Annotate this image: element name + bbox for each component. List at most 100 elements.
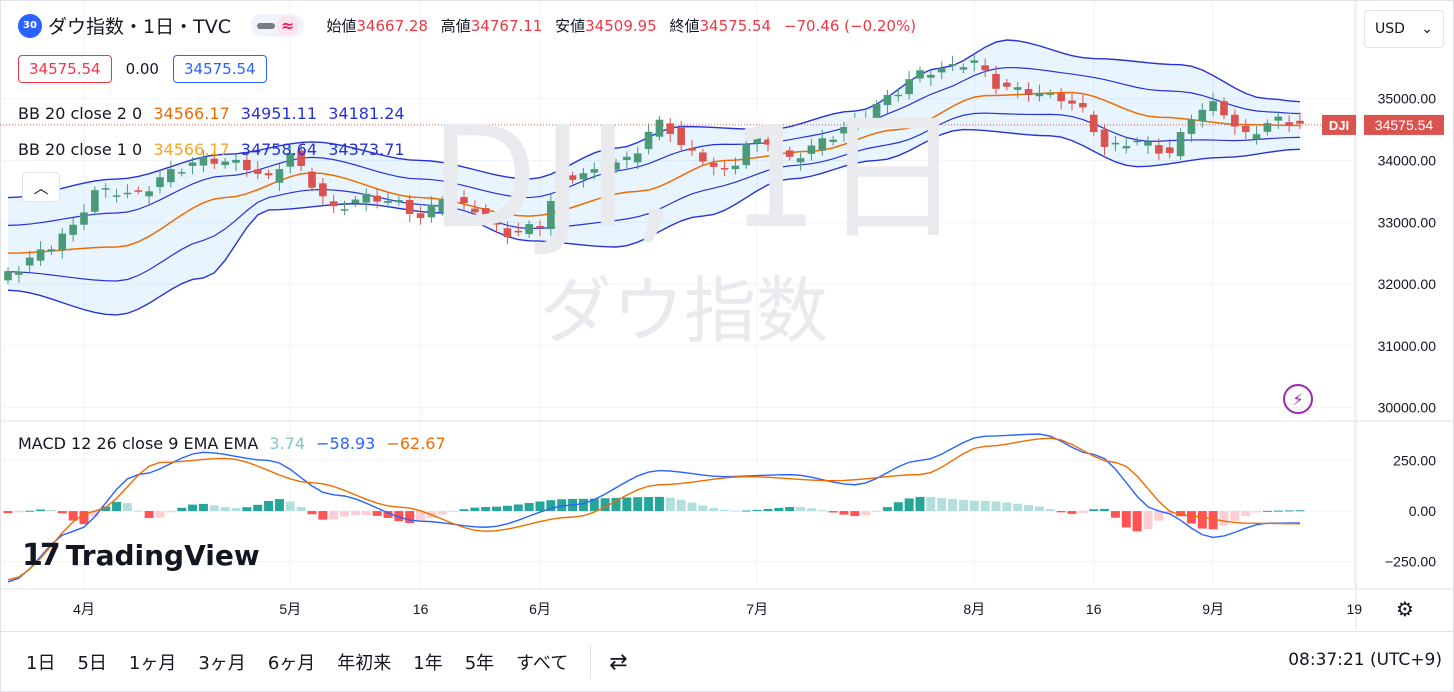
candle-body — [1068, 100, 1076, 104]
macd-hist-bar — [383, 511, 393, 518]
macd-tick-label: −250.00 — [1385, 554, 1436, 570]
macd-hist-bar — [991, 501, 1001, 512]
open-value: 34667.28 — [356, 17, 428, 35]
macd-hist-bar — [372, 511, 382, 516]
currency-select[interactable]: USD ⌄ — [1364, 10, 1444, 48]
candle-body — [742, 144, 751, 166]
macd-hist-bar — [340, 511, 350, 517]
candle-body — [1187, 119, 1196, 134]
range-ytd[interactable]: 年初来 — [337, 653, 392, 674]
candle-body — [959, 67, 968, 70]
candle-body — [688, 148, 696, 151]
macd-hist-bar — [915, 496, 925, 512]
macd-hist-bar — [926, 497, 936, 512]
range-1d[interactable]: 1日 — [26, 653, 56, 674]
change-value: −70.46 (−0.20%) — [783, 17, 917, 35]
macd-hist-bar — [611, 497, 621, 512]
chart-type-toggle[interactable]: ≈ — [250, 14, 305, 37]
bb-legend-1[interactable]: BB 20 close 1 0 34566.17 34758.64 34373.… — [18, 140, 411, 159]
candle-body — [199, 156, 208, 166]
macd-hist-bar — [144, 511, 154, 518]
chart-canvas[interactable]: DJI 34575.54 35000.00 34000.00 33000.00 32000… — [0, 0, 1454, 630]
time-tick-label: 8月 — [963, 601, 985, 617]
macd-hist-bar — [589, 498, 599, 512]
sell-button[interactable]: 34575.54 — [18, 55, 112, 83]
candle-body — [1296, 120, 1304, 124]
candle-body — [916, 70, 924, 79]
candle-body — [883, 94, 892, 106]
candle-body — [861, 119, 870, 122]
candle-body — [134, 190, 143, 192]
bb-legend-2[interactable]: BB 20 close 2 0 34566.17 34951.11 34181.… — [18, 104, 411, 123]
range-5d[interactable]: 5日 — [77, 653, 107, 674]
macd-hist-bar — [763, 508, 773, 512]
macd-hist-bar — [177, 507, 187, 512]
bb-lower-line — [7, 128, 1301, 316]
goto-date-icon[interactable]: ⇄ — [609, 649, 628, 675]
tradingview-logo[interactable]: 17 TradingView — [22, 538, 260, 573]
macd-hist-bar — [307, 511, 317, 515]
macd-hist-bar — [730, 510, 740, 512]
candle-body — [514, 230, 523, 233]
range-all[interactable]: すべて — [516, 653, 569, 674]
candle-body — [970, 60, 979, 63]
candle-body — [275, 169, 284, 183]
macd-hist-bar — [133, 510, 143, 512]
gear-icon[interactable]: ⚙ — [1396, 597, 1414, 621]
last-price-text: 34575.54 — [1375, 117, 1434, 133]
macd-hist-bar — [459, 509, 469, 512]
candle-body — [666, 123, 675, 134]
price-tick-label: 32000.00 — [1378, 276, 1437, 292]
macd-hist-value: 3.74 — [269, 434, 306, 453]
macd-hist-bar — [546, 500, 556, 512]
macd-hist-bar — [1143, 511, 1153, 530]
candle-body — [796, 158, 805, 163]
chart-header: 30 ダウ指数・1日・TVC ≈ 始値34667.28 高値34767.11 安… — [18, 12, 924, 39]
range-1y[interactable]: 1年 — [413, 653, 443, 674]
candle-body — [1176, 132, 1185, 157]
collapse-legend-button[interactable]: ︿ — [22, 172, 60, 202]
candle-body — [731, 165, 740, 170]
candle-body — [286, 153, 295, 167]
bb-inner-lower-line — [7, 112, 1301, 282]
macd-hist-bar — [785, 507, 795, 512]
range-5y[interactable]: 5年 — [464, 653, 495, 674]
candle-body — [329, 201, 338, 207]
macd-hist-bar — [68, 511, 78, 521]
macd-line — [7, 433, 1301, 583]
macd-hist-bar — [578, 498, 588, 512]
time-tick-label: 7月 — [746, 601, 768, 617]
symbol-title[interactable]: ダウ指数・1日・TVC — [48, 16, 231, 38]
order-pills: 34575.54 0.00 34575.54 — [18, 55, 267, 83]
clock-readout[interactable]: 08:37:21 (UTC+9) — [1288, 650, 1442, 670]
candle-body — [15, 271, 23, 275]
macd-hist-bar — [1132, 511, 1142, 532]
range-6m[interactable]: 6ヶ月 — [267, 653, 316, 674]
range-1m[interactable]: 1ヶ月 — [128, 653, 177, 674]
candle-body — [872, 103, 881, 121]
candle-body — [167, 169, 175, 183]
macd-hist-bar — [524, 502, 534, 512]
range-3m[interactable]: 3ヶ月 — [198, 653, 246, 674]
candle-body — [156, 177, 164, 188]
candle-body — [188, 162, 197, 166]
macd-hist-bar — [980, 500, 990, 512]
buy-button[interactable]: 34575.54 — [172, 55, 267, 83]
candle-body — [937, 68, 946, 73]
macd-signal-line — [7, 437, 1301, 581]
macd-hist-bar — [166, 511, 176, 513]
macd-hist-bar — [122, 503, 132, 512]
macd-hist-bar — [188, 504, 198, 512]
macd-hist-bar — [502, 505, 512, 512]
macd-hist-bar — [437, 511, 447, 515]
bb-lower-value: 34373.71 — [328, 140, 405, 159]
macd-hist-bar — [676, 499, 686, 512]
macd-legend[interactable]: MACD 12 26 close 9 EMA EMA 3.74 −58.93 −… — [18, 434, 452, 453]
candle-body — [612, 162, 620, 170]
minus-icon — [256, 22, 275, 29]
candle-body — [1263, 123, 1272, 132]
candle-body — [319, 183, 327, 197]
lightning-icon[interactable]: ⚡ — [1283, 384, 1313, 414]
macd-hist-bar — [861, 511, 871, 516]
candle-body — [525, 224, 533, 235]
